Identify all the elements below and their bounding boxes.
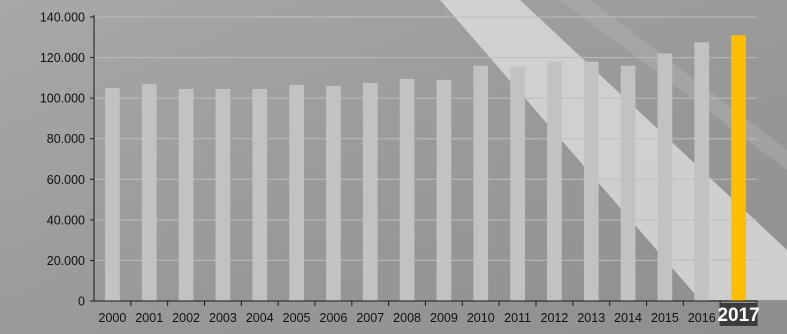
x-tick-label: 2000 bbox=[99, 311, 127, 325]
gridlines bbox=[94, 16, 757, 261]
x-tick-label: 2006 bbox=[320, 311, 348, 325]
x-tick-label: 2015 bbox=[651, 311, 679, 325]
x-tick-label: 2002 bbox=[172, 311, 200, 325]
bar bbox=[362, 82, 378, 301]
bar bbox=[178, 89, 194, 301]
y-tick-label: 100.000 bbox=[40, 92, 85, 106]
bar-highlighted bbox=[731, 35, 746, 301]
x-tick-label: 2014 bbox=[614, 311, 642, 325]
x-tick-label: 2009 bbox=[430, 311, 458, 325]
x-tick-label: 2003 bbox=[209, 311, 237, 325]
y-tick-label: 60.000 bbox=[47, 173, 85, 187]
x-tick-label: 2013 bbox=[577, 311, 605, 325]
bar bbox=[252, 89, 268, 301]
y-tick-label: 40.000 bbox=[47, 213, 85, 227]
bar bbox=[215, 89, 231, 301]
x-tick-label: 2005 bbox=[283, 311, 311, 325]
y-tick-label: 80.000 bbox=[47, 132, 85, 146]
bars bbox=[105, 35, 746, 302]
x-tick-label: 2007 bbox=[356, 311, 384, 325]
bar bbox=[657, 53, 673, 302]
bar bbox=[399, 78, 415, 301]
bar bbox=[547, 61, 562, 301]
x-tick-label: 2011 bbox=[504, 311, 531, 325]
x-tick-label: 2008 bbox=[393, 311, 421, 325]
bar bbox=[436, 79, 452, 301]
x-tick-label: 2004 bbox=[246, 311, 274, 325]
x-tick-label: 2016 bbox=[688, 311, 716, 325]
bar bbox=[510, 66, 525, 301]
highlight-label-background bbox=[719, 303, 758, 326]
bar bbox=[105, 88, 120, 301]
bar bbox=[289, 84, 304, 301]
y-tick-label: 120.000 bbox=[40, 51, 85, 65]
y-tick-label: 140.000 bbox=[40, 11, 85, 25]
x-tick-label: 2001 bbox=[135, 311, 163, 325]
bar bbox=[694, 42, 710, 301]
bar bbox=[620, 65, 636, 301]
bar bbox=[473, 65, 489, 301]
x-tick-labels: 2000 2001 2002 2003 2004 2005 2006 2007 2008 2009… bbox=[99, 303, 760, 326]
y-tick-labels: 0 20.000 40.000 60.000 80.000 100.000 120.000 1… bbox=[40, 11, 85, 309]
x-tick-label: 2012 bbox=[541, 311, 569, 325]
y-tick-label: 20.000 bbox=[47, 254, 85, 268]
bar bbox=[326, 85, 341, 301]
bar bbox=[583, 61, 599, 301]
bar bbox=[141, 83, 157, 301]
x-tick-label: 2010 bbox=[467, 311, 495, 325]
y-tick-label: 0 bbox=[78, 295, 85, 309]
x-tick-label-highlighted: 2017 bbox=[717, 305, 759, 326]
